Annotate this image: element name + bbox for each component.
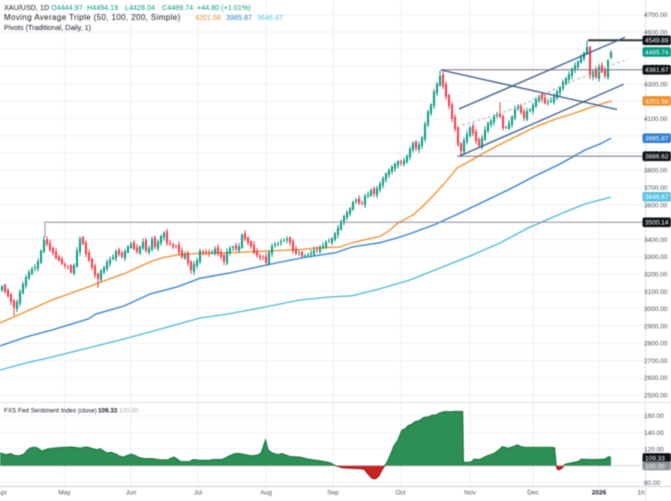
svg-text:4600.00: 4600.00 [644,29,668,36]
svg-text:4700.00: 4700.00 [644,12,668,19]
svg-text:3646.67: 3646.67 [645,194,669,201]
svg-text:4381.67: 4381.67 [645,67,669,74]
svg-text:120.00: 120.00 [644,446,664,453]
svg-text:3200.00: 3200.00 [644,272,668,279]
svg-text:Jul: Jul [194,490,203,497]
svg-text:1h: 1h [637,490,645,497]
svg-text:4549.89: 4549.89 [645,38,669,45]
svg-text:2600.00: 2600.00 [644,375,668,382]
svg-text:2500.00: 2500.00 [644,393,668,400]
svg-text:Sep: Sep [327,490,339,497]
svg-text:Nov: Nov [464,490,476,497]
svg-text:140.00: 140.00 [644,430,664,437]
svg-text:Jun: Jun [126,490,137,497]
svg-text:160.00: 160.00 [644,413,664,420]
svg-text:2700.00: 2700.00 [644,358,668,365]
svg-text:3600.00: 3600.00 [644,202,668,209]
svg-text:4300.00: 4300.00 [644,81,668,88]
svg-text:4489.74: 4489.74 [645,49,669,56]
svg-text:3100.00: 3100.00 [644,289,668,296]
svg-text:Oct: Oct [395,490,405,497]
svg-text:Apr: Apr [0,490,8,497]
svg-text:80.00: 80.00 [644,480,661,487]
svg-text:Aug: Aug [260,490,272,497]
svg-text:3000.00: 3000.00 [644,306,668,313]
svg-text:3700.00: 3700.00 [644,185,668,192]
svg-text:May: May [58,490,71,497]
svg-text:109.33: 109.33 [645,455,665,462]
svg-text:3500.14: 3500.14 [645,220,669,227]
svg-text:3400.00: 3400.00 [644,237,668,244]
svg-text:FXS Fed Sentiment Index (close: FXS Fed Sentiment Index (close)109.33 100… [4,407,139,414]
svg-text:3985.87: 3985.87 [645,136,669,143]
svg-text:4201.58: 4201.58 [645,98,669,105]
svg-text:3300.00: 3300.00 [644,254,668,261]
svg-text:3800.00: 3800.00 [644,168,668,175]
svg-text:2800.00: 2800.00 [644,341,668,348]
svg-text:3886.62: 3886.62 [645,154,669,161]
svg-text:2026: 2026 [592,490,607,497]
svg-text:Dec: Dec [527,490,539,497]
svg-text:Pivots (Traditional, Daily, 1): Pivots (Traditional, Daily, 1) [4,23,91,32]
svg-text:100.00: 100.00 [645,463,665,470]
svg-text:Moving Average Triple (50, 100: Moving Average Triple (50, 100, 200, Sim… [4,13,283,22]
svg-text:2900.00: 2900.00 [644,323,668,330]
svg-text:4100.00: 4100.00 [644,116,668,123]
